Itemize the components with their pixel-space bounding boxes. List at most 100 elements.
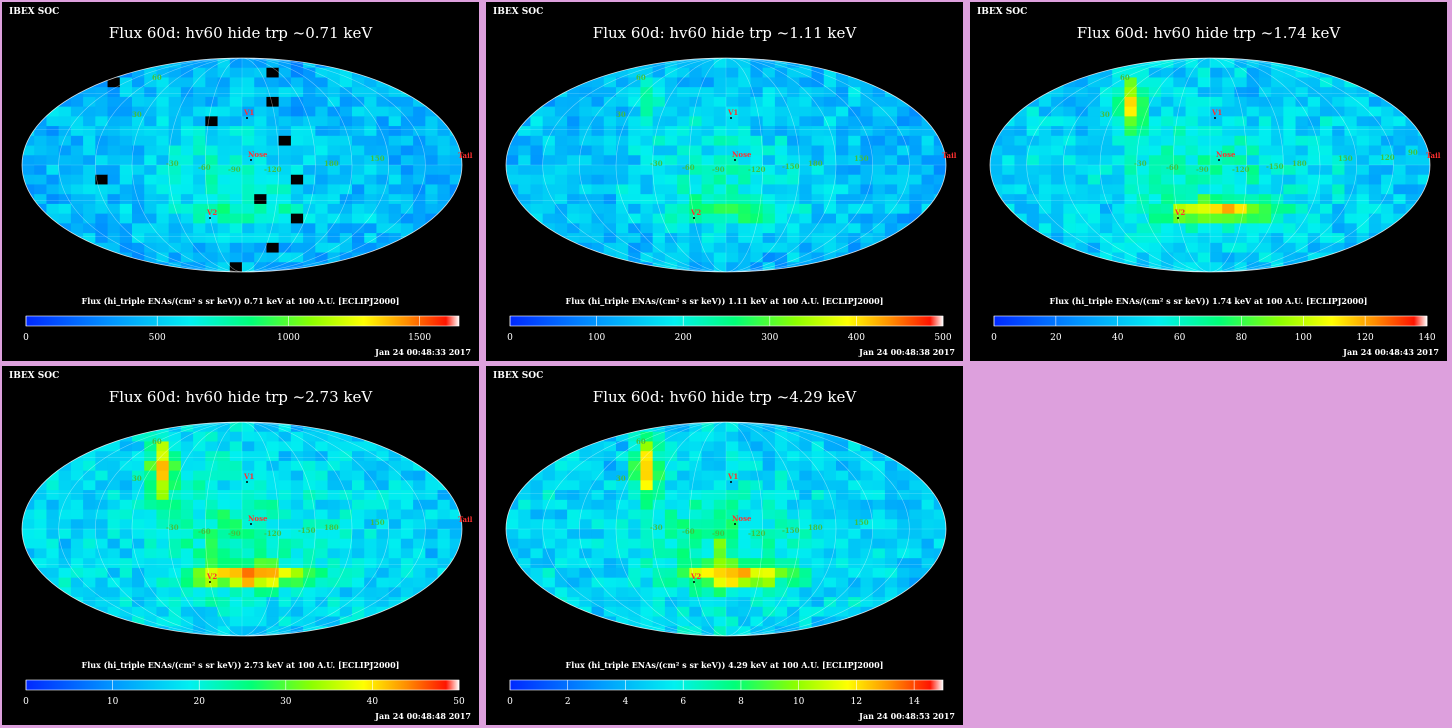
flux-pixel: [180, 184, 194, 195]
flux-pixel: [762, 135, 776, 146]
flux-pixel: [738, 626, 751, 636]
flux-pixel: [567, 145, 580, 156]
flux-pixel: [603, 184, 617, 195]
flux-pixel: [58, 242, 72, 253]
flux-pixel: [884, 126, 898, 137]
flux-pixel: [437, 422, 451, 433]
flux-pixel: [70, 441, 84, 452]
flux-pixel: [242, 480, 255, 491]
flux-pixel: [156, 529, 170, 540]
flux-pixel: [254, 431, 267, 442]
meridian-line: [542, 58, 910, 272]
flux-pixel: [713, 451, 727, 462]
flux-pixel: [567, 155, 580, 166]
flux-pixel: [933, 145, 946, 156]
flux-pixel: [1063, 174, 1076, 185]
flux-pixel: [689, 213, 702, 224]
flux-pixel: [266, 451, 280, 462]
flux-pixel: [156, 519, 170, 530]
flux-pixel: [774, 529, 788, 540]
flux-pixel: [425, 126, 438, 137]
flux-pixel: [22, 616, 35, 627]
flux-pixel: [34, 262, 47, 272]
flux-pixel: [872, 233, 886, 244]
flux-pixel: [799, 529, 812, 540]
meridian-line: [615, 58, 837, 272]
flux-pixel: [144, 67, 157, 78]
flux-pixel: [701, 460, 715, 472]
flux-pixel: [1368, 77, 1382, 88]
flux-pixel: [884, 145, 898, 156]
flux-pixel: [1417, 223, 1430, 234]
flux-pixel: [95, 538, 108, 549]
flux-pixel: [762, 597, 776, 608]
flux-pixel: [1173, 96, 1186, 108]
colorbar-label: Flux (hi_triple ENAs/(cm² s sr keV)) 4.2…: [565, 660, 884, 670]
flux-pixel: [774, 519, 788, 530]
flux-pixel: [242, 567, 255, 579]
flux-pixel: [823, 233, 837, 244]
flux-pixel: [388, 567, 402, 579]
flux-pixel: [180, 480, 194, 491]
flux-pixel: [909, 126, 922, 137]
map-label: -90: [228, 529, 241, 538]
flux-pixel: [180, 567, 194, 579]
flux-pixel: [897, 499, 910, 510]
flux-pixel: [823, 548, 837, 559]
flux-pixel: [46, 184, 60, 195]
flux-pixel: [22, 499, 35, 510]
flux-pixel: [518, 606, 531, 617]
flux-pixel: [437, 194, 451, 205]
flux-pixel: [628, 616, 641, 627]
flux-pixel: [352, 499, 365, 510]
flux-pixel: [193, 116, 206, 127]
flux-pixel: [1332, 145, 1345, 156]
flux-pixel: [95, 116, 108, 127]
flux-pixel: [616, 252, 629, 263]
flux-pixel: [22, 145, 35, 156]
flux-pixel: [603, 106, 617, 117]
flux-pixel: [506, 67, 519, 78]
flux-pixel: [119, 194, 133, 205]
flux-pixel: [46, 451, 60, 462]
flux-pixel: [1100, 87, 1113, 98]
flux-pixel: [1295, 96, 1309, 108]
flux-pixel: [640, 106, 654, 117]
flux-pixel: [884, 587, 898, 598]
flux-pixel: [628, 460, 641, 472]
flux-pixel: [1185, 242, 1199, 253]
flux-pixel: [205, 233, 218, 244]
colorbar-tick-label: 0: [23, 333, 29, 343]
flux-pixel: [388, 490, 402, 501]
flux-pixel: [738, 548, 751, 559]
flux-pixel: [156, 174, 170, 185]
flux-pixel: [70, 203, 84, 215]
flux-pixel: [1393, 106, 1406, 117]
flux-pixel: [1246, 77, 1260, 88]
flux-pixel: [530, 538, 544, 549]
flux-pixel: [1381, 135, 1394, 146]
flux-pixel: [1320, 242, 1333, 253]
flux-pixel: [352, 262, 365, 272]
flux-pixel: [1124, 165, 1138, 176]
flux-pixel: [836, 87, 849, 98]
flux-pixel: [689, 194, 702, 205]
flux-pixel: [254, 490, 267, 501]
flux-pixel: [701, 538, 715, 549]
flux-pixel: [762, 480, 776, 491]
map-label: 30: [1100, 110, 1110, 119]
flux-pixel: [46, 165, 60, 176]
flux-pixel: [400, 529, 414, 540]
flux-pixel: [278, 567, 292, 579]
flux-pixel: [266, 519, 280, 530]
flux-pixel: [95, 499, 108, 510]
flux-pixel: [567, 96, 580, 108]
flux-pixel: [1295, 116, 1309, 127]
flux-pixel: [290, 145, 304, 156]
flux-pixel: [1344, 145, 1358, 156]
flux-pixel: [1124, 96, 1138, 108]
flux-pixel: [713, 548, 727, 559]
flux-pixel: [327, 558, 341, 569]
flux-pixel: [750, 616, 764, 627]
flux-pixel: [217, 135, 231, 146]
